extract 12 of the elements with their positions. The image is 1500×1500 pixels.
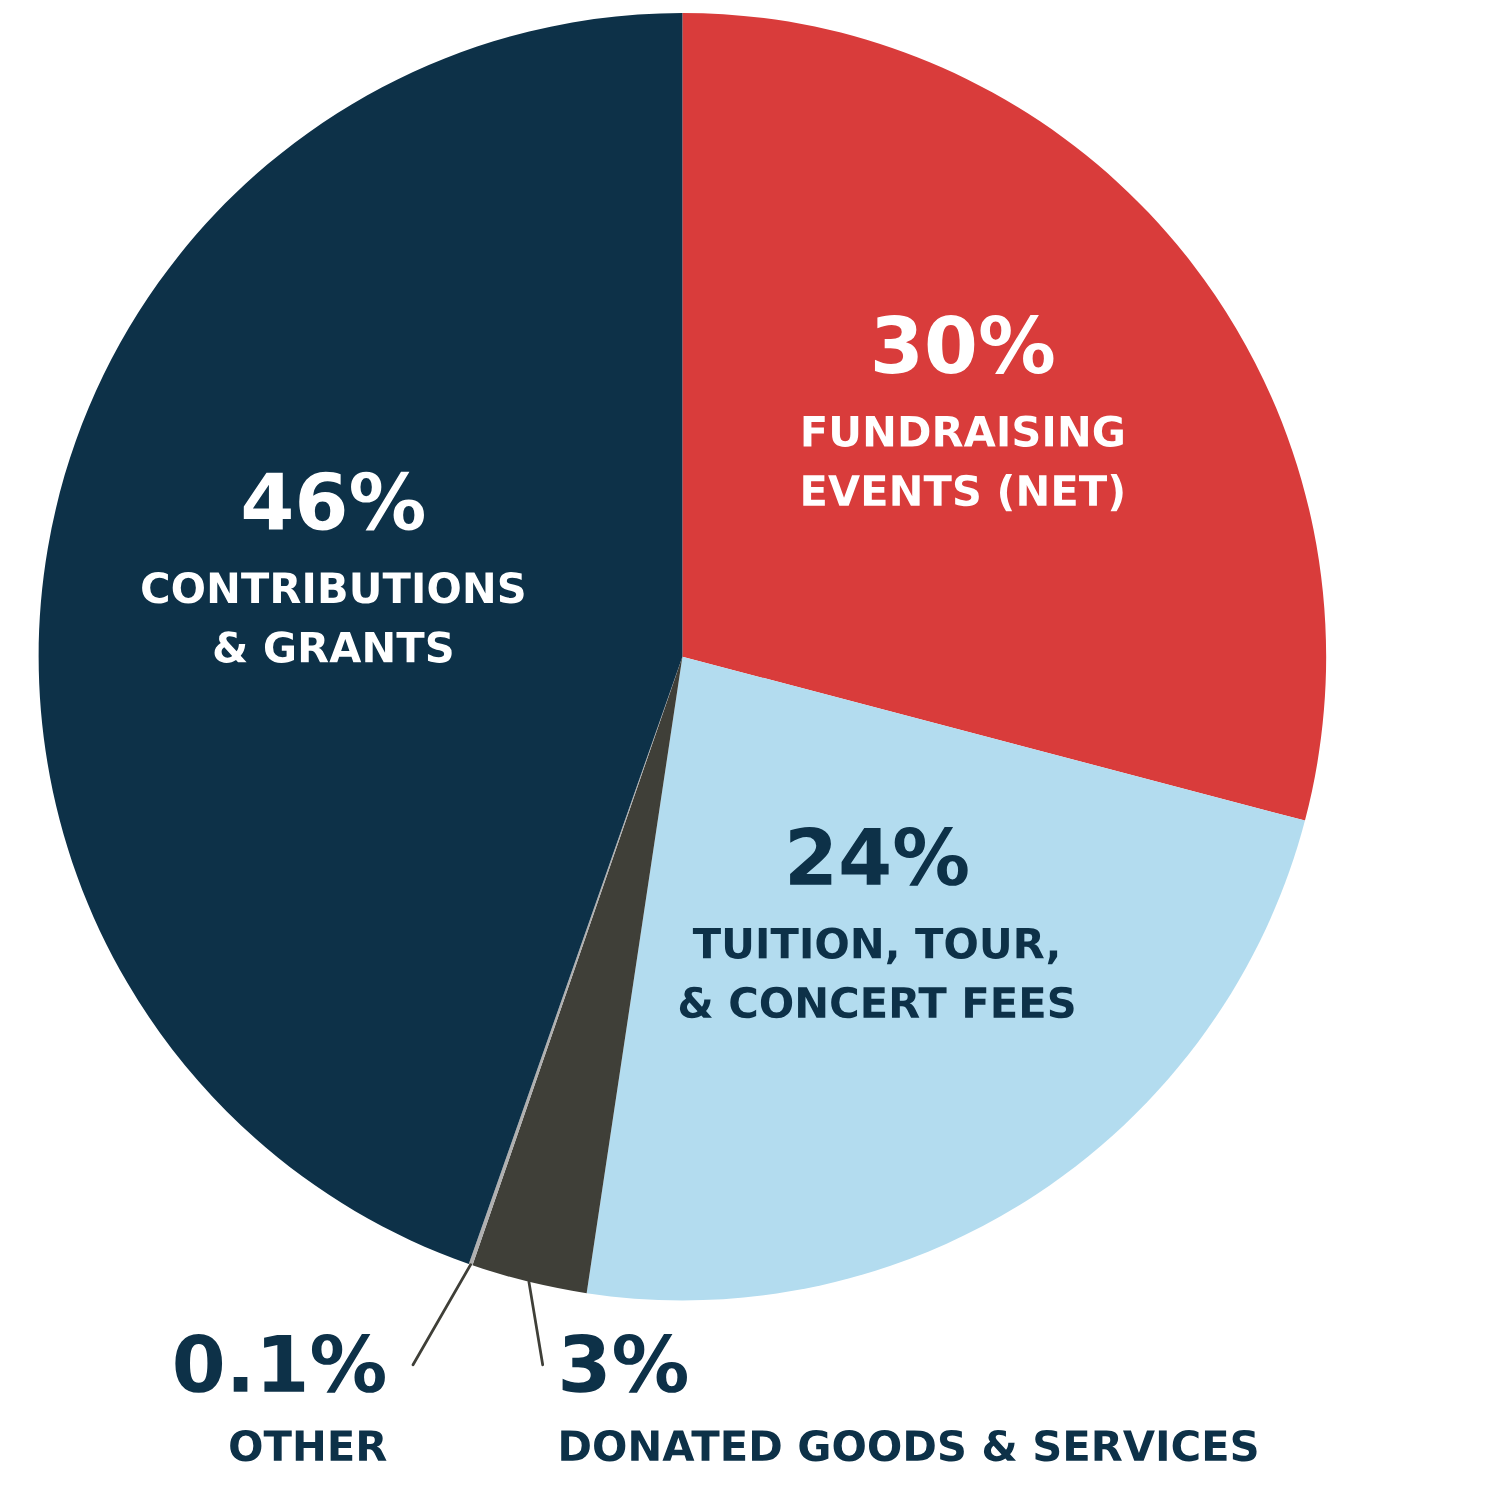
slice-label: FUNDRAISING EVENTS (NET) (803, 415, 1123, 512)
pie-slice (682, 12, 1327, 821)
pie-slice (586, 656, 1305, 1301)
data-label: 30% (874, 315, 1054, 374)
slice-label: DONATED GOODS & SERVICES (561, 1429, 1257, 1462)
data-label: 3% (562, 1333, 687, 1393)
data-label: 46% (243, 471, 424, 531)
slice-label: CONTRIBUTIONS & GRANTS (142, 572, 524, 663)
data-label: 0.1% (175, 1333, 385, 1393)
slice-label: TUITION, TOUR, & CONCERT FEES (679, 927, 1074, 1019)
slice-label: OTHER (230, 1429, 387, 1462)
data-label: 24% (790, 827, 968, 886)
